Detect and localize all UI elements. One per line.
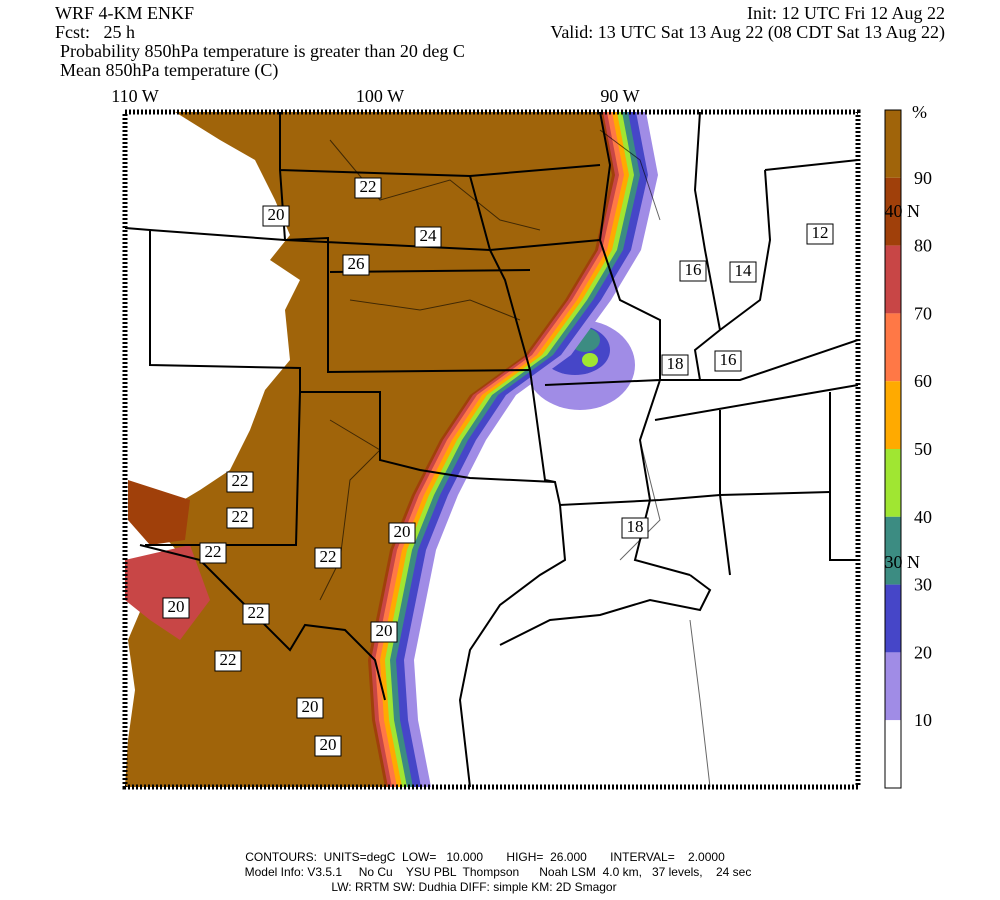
contour-labels: 22 20 24 26 16 14 12 18 16 22 22 22 20 22 18 20 22 20 22 20…	[162, 177, 834, 757]
colorbar-swatch	[885, 110, 901, 178]
contour-label-box	[388, 522, 416, 544]
contour-label: 22	[220, 650, 237, 669]
latitude-label: 30 N	[885, 552, 921, 572]
contour-label-box	[354, 177, 382, 199]
colorbar-label: 10	[914, 710, 932, 730]
contour-label: 14	[735, 261, 753, 280]
contour-label-box	[242, 603, 270, 625]
contour-label-box	[714, 350, 742, 372]
footer-contours: CONTOURS: UNITS=degC LOW= 10.000 HIGH= 2…	[245, 850, 725, 864]
contour-label-box	[679, 260, 707, 282]
colorbar-label: 90	[914, 168, 932, 188]
map: 22 20 24 26 16 14 12 18 16 22 22 22 20 22 18 20 22 20 22 20…	[122, 109, 861, 790]
latitude-label: 40 N	[885, 201, 921, 221]
colorbar-swatch	[885, 313, 901, 382]
contour-label-box	[621, 517, 649, 539]
longitude-label: 110 W	[111, 86, 159, 106]
contour-label: 20	[320, 735, 337, 754]
contour-label-box	[806, 223, 834, 245]
contour-label: 18	[627, 517, 644, 536]
contour-label: 22	[232, 507, 249, 526]
contour-label: 22	[232, 471, 249, 490]
contour-label-box	[314, 735, 342, 757]
contour-label-box	[314, 547, 342, 569]
contour-label: 20	[168, 597, 185, 616]
contour-label-box	[226, 507, 254, 529]
contour-label: 20	[268, 205, 285, 224]
contour-label-box	[342, 254, 370, 276]
colorbar-swatch	[885, 516, 901, 585]
colorbar-swatch	[885, 177, 901, 246]
contour-label-box	[199, 542, 227, 564]
colorbar-swatch	[885, 245, 901, 314]
colorbar-label: 30	[914, 575, 932, 595]
colorbar-swatch	[885, 652, 901, 721]
longitude-label: 100 W	[356, 86, 404, 106]
colorbar-label: 80	[914, 236, 932, 256]
colorbar-frame	[884, 109, 902, 789]
contour-label: 22	[248, 603, 265, 622]
contour-label: 22	[205, 542, 222, 561]
colorbar-label: 60	[914, 371, 932, 391]
west-edge-band	[128, 480, 190, 545]
state-borders	[125, 112, 858, 787]
colorbar-swatch	[885, 584, 901, 653]
contour-label: 12	[812, 223, 829, 242]
model-name: WRF 4-KM ENKF	[55, 3, 194, 23]
contour-label-box	[729, 261, 757, 283]
contour-title: Mean 850hPa temperature (C)	[60, 60, 278, 81]
forecast-hour: Fcst: 25 h	[55, 22, 135, 42]
footer-physics: LW: RRTM SW: Dudhia DIFF: simple KM: 2D …	[331, 880, 616, 894]
contour-label: 22	[360, 177, 377, 196]
contour-label-box	[214, 650, 242, 672]
colorbar-swatch	[885, 449, 901, 517]
contour-label-box	[296, 697, 324, 719]
colorbar-swatch	[885, 720, 901, 788]
contour-label: 18	[667, 354, 684, 373]
colorbar-unit: %	[912, 102, 927, 122]
contour-label-box	[262, 205, 290, 227]
contour-label-box	[661, 354, 689, 376]
contour-label: 16	[720, 350, 737, 369]
contour-label: 16	[685, 260, 702, 279]
high-prob-spot	[582, 353, 598, 367]
field-title: Probability 850hPa temperature is greate…	[60, 41, 465, 61]
footer-model: Model Info: V3.5.1 No Cu YSU PBL Thompso…	[245, 865, 752, 879]
colorbar-swatch	[885, 381, 901, 449]
colorbar: % 90 80 70 60 50 40 30 20 10	[884, 102, 932, 789]
colorbar-label: 50	[914, 439, 932, 459]
contour-label: 24	[420, 226, 438, 245]
contour-label: 20	[376, 621, 393, 640]
contour-label-box	[370, 621, 398, 643]
colorbar-label: 70	[914, 303, 932, 323]
contour-label-box	[226, 471, 254, 493]
contour-label: 20	[302, 697, 319, 716]
init-time: Init: 12 UTC Fri 12 Aug 22	[747, 3, 945, 23]
contour-label: 20	[394, 522, 411, 541]
contour-label: 26	[348, 254, 365, 273]
colorbar-label: 40	[914, 507, 932, 527]
contour-label: 22	[320, 547, 337, 566]
colorbar-label: 20	[914, 642, 932, 662]
longitude-label: 90 W	[600, 86, 639, 106]
valid-time: Valid: 13 UTC Sat 13 Aug 22 (08 CDT Sat …	[550, 22, 945, 43]
contour-label-box	[414, 226, 442, 248]
contour-label-box	[162, 597, 190, 619]
